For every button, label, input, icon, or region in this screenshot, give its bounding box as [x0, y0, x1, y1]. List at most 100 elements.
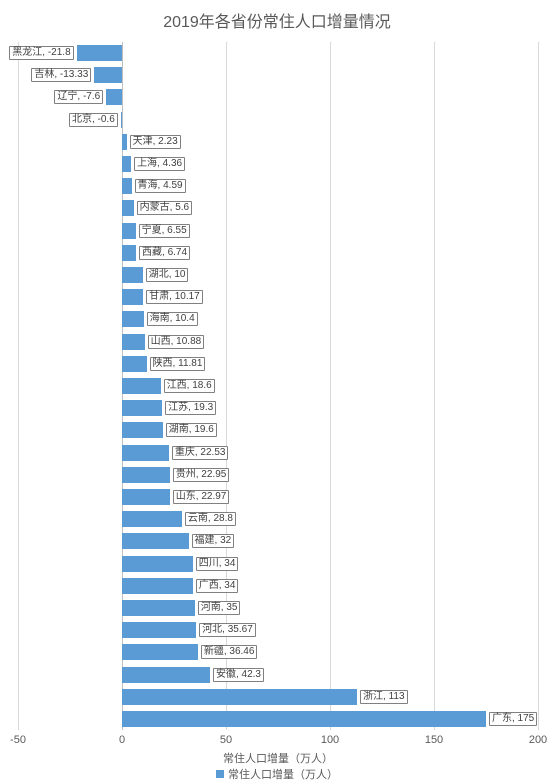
x-tick-label: 200 [529, 734, 547, 746]
data-label: 浙江, 113 [360, 690, 408, 704]
x-tick-label: -50 [10, 734, 26, 746]
bar [122, 667, 210, 683]
x-tick-label: 150 [425, 734, 443, 746]
bar-row: 山西, 10.88 [18, 331, 538, 353]
data-label: 福建, 32 [192, 534, 235, 548]
bar [122, 511, 182, 527]
data-label: 甘肃, 10.17 [146, 290, 203, 304]
bar [122, 600, 195, 616]
data-label: 内蒙古, 5.6 [137, 201, 192, 215]
data-label: 海南, 10.4 [147, 312, 198, 326]
bar [122, 644, 198, 660]
data-label: 河北, 35.67 [199, 623, 256, 637]
bar-row: 吉林, -13.33 [18, 64, 538, 86]
legend-swatch [216, 770, 224, 778]
bar-row: 甘肃, 10.17 [18, 286, 538, 308]
bar-row: 海南, 10.4 [18, 308, 538, 330]
bar [122, 489, 170, 505]
bar [122, 334, 145, 350]
bar-row: 广西, 34 [18, 575, 538, 597]
data-label: 青海, 4.59 [135, 179, 186, 193]
bar-row: 北京, -0.6 [18, 109, 538, 131]
plot-area: -50050100150200常住人口增量（万人）黑龙江, -21.8吉林, -… [18, 42, 538, 730]
data-label: 上海, 4.36 [134, 157, 185, 171]
bar-row: 新疆, 36.46 [18, 641, 538, 663]
bar-row: 青海, 4.59 [18, 175, 538, 197]
bar-row: 黑龙江, -21.8 [18, 42, 538, 64]
data-label: 山西, 10.88 [148, 335, 205, 349]
bar-row: 重庆, 22.53 [18, 441, 538, 463]
bar-row: 四川, 34 [18, 552, 538, 574]
data-label: 广西, 34 [196, 579, 239, 593]
bar-row: 江苏, 19.3 [18, 397, 538, 419]
bar [122, 200, 134, 216]
bar [122, 689, 357, 705]
bar [122, 400, 162, 416]
bar [122, 578, 193, 594]
bar [122, 156, 131, 172]
data-label: 江西, 18.6 [164, 379, 215, 393]
bar [122, 467, 170, 483]
x-axis-title: 常住人口增量（万人） [223, 750, 333, 766]
bar-row: 湖北, 10 [18, 264, 538, 286]
bar-row: 云南, 28.8 [18, 508, 538, 530]
data-label: 贵州, 22.95 [173, 468, 230, 482]
bar-row: 安徽, 42.3 [18, 663, 538, 685]
gridline [538, 42, 539, 730]
data-label: 四川, 34 [196, 557, 239, 571]
data-label: 天津, 2.23 [130, 135, 181, 149]
legend: 常住人口增量（万人） [216, 766, 338, 782]
data-label: 山东, 22.97 [173, 490, 230, 504]
bar-row: 湖南, 19.6 [18, 419, 538, 441]
bar [122, 311, 144, 327]
bar [122, 445, 169, 461]
bar-row: 贵州, 22.95 [18, 464, 538, 486]
data-label: 辽宁, -7.6 [54, 90, 103, 104]
bar [122, 245, 136, 261]
bar [122, 356, 147, 372]
bar-row: 宁夏, 6.55 [18, 220, 538, 242]
bar-row: 江西, 18.6 [18, 375, 538, 397]
x-tick-label: 50 [220, 734, 232, 746]
data-label: 湖北, 10 [146, 268, 189, 282]
bar [122, 378, 161, 394]
legend-label: 常住人口增量（万人） [228, 766, 338, 782]
bar [122, 556, 193, 572]
bar [122, 267, 143, 283]
bar [121, 112, 122, 128]
data-label: 重庆, 22.53 [172, 446, 229, 460]
data-label: 西藏, 6.74 [139, 246, 190, 260]
bar-row: 辽宁, -7.6 [18, 86, 538, 108]
data-label: 吉林, -13.33 [31, 68, 91, 82]
bar-row: 天津, 2.23 [18, 131, 538, 153]
data-label: 陕西, 11.81 [150, 357, 206, 371]
bar-row: 内蒙古, 5.6 [18, 197, 538, 219]
data-label: 宁夏, 6.55 [139, 224, 190, 238]
bar-row: 上海, 4.36 [18, 153, 538, 175]
chart-title: 2019年各省份常住人口增量情况 [0, 8, 554, 32]
data-label: 河南, 35 [198, 601, 241, 615]
bar [122, 422, 163, 438]
data-label: 黑龙江, -21.8 [9, 46, 73, 60]
bar [77, 45, 122, 61]
x-tick-label: 100 [321, 734, 339, 746]
bar-row: 浙江, 113 [18, 686, 538, 708]
data-label: 广东, 175 [489, 712, 537, 726]
population-growth-chart: 2019年各省份常住人口增量情况 -50050100150200常住人口增量（万… [0, 0, 554, 783]
bar-row: 西藏, 6.74 [18, 242, 538, 264]
bar [106, 89, 122, 105]
bar [122, 289, 143, 305]
data-label: 江苏, 19.3 [165, 401, 216, 415]
bar [122, 711, 486, 727]
data-label: 安徽, 42.3 [213, 668, 264, 682]
bar [122, 134, 127, 150]
bar-row: 河北, 35.67 [18, 619, 538, 641]
data-label: 新疆, 36.46 [201, 645, 258, 659]
bar [122, 178, 132, 194]
bar-row: 广东, 175 [18, 708, 538, 730]
bar [94, 67, 122, 83]
bar-row: 陕西, 11.81 [18, 353, 538, 375]
bar [122, 533, 189, 549]
data-label: 湖南, 19.6 [166, 423, 217, 437]
bar-row: 福建, 32 [18, 530, 538, 552]
